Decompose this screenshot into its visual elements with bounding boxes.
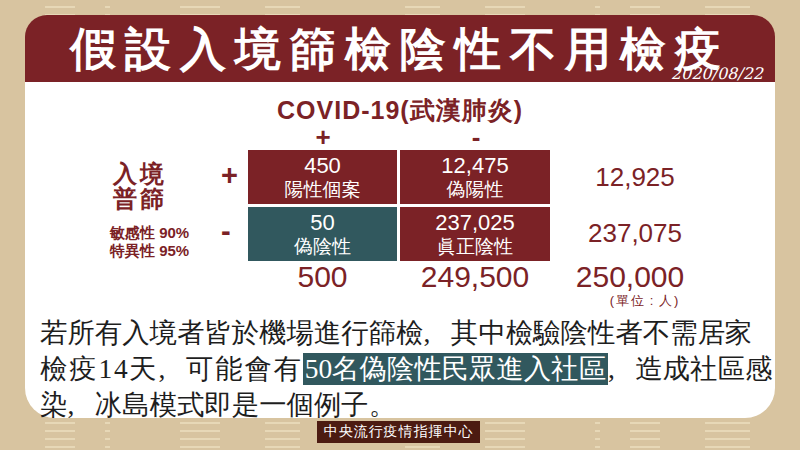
row-total-negative: 237,075 <box>555 218 715 249</box>
date-label: 2020/08/22 <box>671 64 763 83</box>
cell-true-positive: 450 陽性個案 <box>248 150 397 204</box>
column-total-positive: 500 <box>248 260 397 294</box>
specificity-label: 特異性 95% <box>110 242 189 260</box>
column-positive-sign: + <box>308 122 338 153</box>
explanation-line3: 染,冰島模式即是一個例子。 <box>40 387 762 423</box>
unit-note: (單位:人) <box>565 292 725 310</box>
page-title: 假設入境篩檢陰性不用檢疫 <box>25 18 775 80</box>
row-group-label: 入境 普篩 <box>113 161 167 211</box>
explanation-text: 若所有入境者皆於機場進行篩檢,其中檢驗陰性者不需居家 檢疫14天,可能會有50名… <box>40 315 762 423</box>
highlighted-phrase: 50名偽陰性民眾進入社區 <box>303 353 608 385</box>
infographic-page: 假設入境篩檢陰性不用檢疫 2020/08/22 COVID-19(武漢肺炎) +… <box>0 0 800 450</box>
test-accuracy-note: 敏感性 90% 特異性 95% <box>110 224 189 260</box>
explanation-line2: 檢疫14天,可能會有50名偽陰性民眾進入社區,造成社區感 <box>40 351 762 387</box>
explanation-line1: 若所有入境者皆於機場進行篩檢,其中檢驗陰性者不需居家 <box>40 315 762 351</box>
row-total-positive: 12,925 <box>555 162 715 193</box>
cell-true-negative: 237,025 眞正陰性 <box>400 207 550 261</box>
matrix-column-header: COVID-19(武漢肺炎) <box>200 94 600 127</box>
cell-false-negative: 50 偽陰性 <box>248 207 397 261</box>
column-negative-sign: - <box>461 122 491 153</box>
title-banner: 假設入境篩檢陰性不用檢疫 2020/08/22 <box>25 15 775 82</box>
cell-false-positive: 12,475 偽陽性 <box>400 150 550 204</box>
grand-total: 250,000 <box>550 260 710 294</box>
content-card: COVID-19(武漢肺炎) + - 入境 普篩 + - 敏感性 90% 特異性… <box>25 82 775 418</box>
column-total-negative: 249,500 <box>400 260 550 294</box>
row-positive-sign: + <box>221 159 238 192</box>
sensitivity-label: 敏感性 90% <box>110 224 189 242</box>
agency-badge: 中央流行疫情指揮中心 <box>317 421 480 443</box>
row-negative-sign: - <box>221 215 231 248</box>
